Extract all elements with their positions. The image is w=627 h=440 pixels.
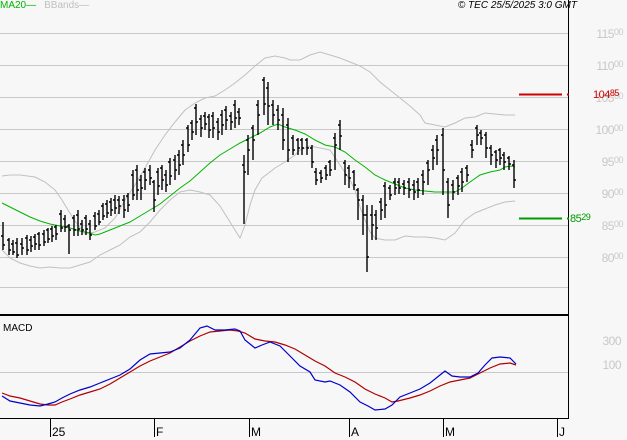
price-axis-label: 10000 [595, 123, 623, 137]
support-label: 8529 [570, 212, 591, 226]
macd-axis-label: 100 [602, 358, 621, 372]
macd-panel-label: MACD [3, 323, 33, 334]
price-axis-label: 8500 [601, 219, 624, 233]
price-axis-label: 8000 [601, 251, 624, 265]
bollinger-bands [1, 51, 516, 269]
x-axis-label-mar: M [251, 425, 261, 439]
price-bars [1, 77, 516, 272]
macd-line [1, 325, 517, 411]
x-axis-label-jan: 25 [52, 425, 66, 439]
price-axis-label: 11000 [596, 59, 623, 73]
ma20-line [1, 123, 516, 236]
legend-bbands: BBands— [44, 0, 90, 11]
legend-ma20: MA20— [0, 0, 37, 11]
price-grid [0, 33, 568, 288]
x-axis-label-may: M [445, 425, 455, 439]
price-axis-label: 9500 [601, 155, 624, 169]
x-axis-label-feb: F [156, 425, 164, 439]
macd-signal-line [1, 329, 517, 406]
x-axis-label-apr: A [351, 425, 360, 439]
chart-legend: MA20— BBands— [0, 0, 89, 12]
price-axis-label: 11500 [596, 27, 623, 41]
resistance-label: 10485 [593, 88, 619, 102]
price-axis-label: 10500 [595, 91, 623, 105]
x-axis-ticks [50, 419, 558, 437]
price-axis-label: 9000 [601, 187, 624, 201]
macd-axis-label: 300 [602, 334, 621, 348]
copyright-timestamp: © TEC 25/5/2025 3:0 GMT [457, 0, 577, 11]
x-axis-label-jun: J [559, 425, 565, 439]
